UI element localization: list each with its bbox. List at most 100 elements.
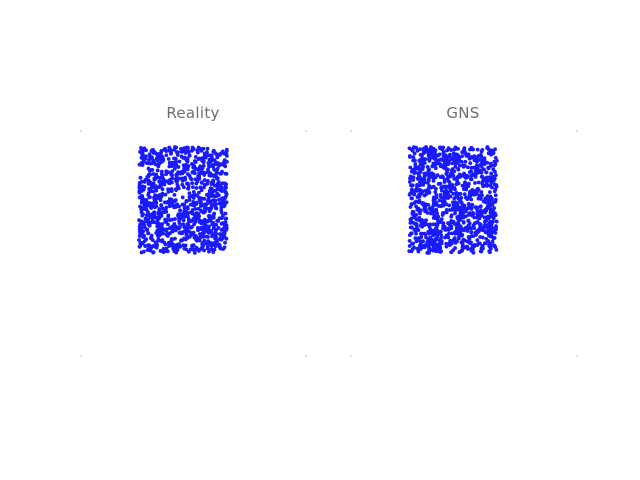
particle — [223, 240, 227, 245]
particle — [411, 167, 416, 172]
particle — [181, 243, 186, 248]
particle — [161, 246, 166, 251]
particle — [487, 199, 491, 204]
particle — [493, 187, 498, 192]
particle — [407, 249, 412, 254]
particle — [147, 153, 152, 158]
particle — [181, 222, 186, 227]
particle — [442, 178, 447, 182]
particle — [490, 226, 495, 230]
particle — [445, 170, 450, 175]
particle — [483, 241, 487, 246]
particle — [209, 247, 214, 252]
particle — [160, 191, 165, 196]
particle — [480, 235, 485, 240]
particle — [173, 217, 177, 221]
particle — [140, 149, 145, 154]
particle — [431, 155, 436, 160]
particle — [208, 213, 212, 218]
particle — [437, 198, 442, 203]
particle — [416, 249, 421, 254]
particle — [176, 170, 181, 175]
panel-title-gns: GNS — [446, 104, 480, 122]
particle — [467, 156, 472, 161]
particle — [446, 228, 451, 232]
particle — [493, 231, 498, 235]
particle — [476, 154, 481, 158]
particle — [192, 249, 197, 254]
axes-corner-marker — [576, 355, 578, 357]
particle — [175, 178, 180, 183]
particle — [418, 170, 423, 174]
particle — [176, 165, 181, 169]
particle — [443, 193, 448, 197]
particle — [492, 182, 497, 187]
particle — [197, 176, 202, 181]
particle — [433, 166, 438, 171]
particle — [160, 154, 164, 159]
particle — [466, 184, 471, 189]
particle — [424, 172, 429, 177]
particle — [141, 212, 145, 217]
particle — [165, 234, 170, 238]
particle — [177, 159, 182, 164]
particle — [199, 171, 203, 176]
particle — [160, 173, 165, 178]
particle — [409, 183, 413, 188]
particle — [417, 180, 422, 184]
particle — [224, 200, 229, 205]
particle — [217, 197, 221, 202]
particle — [148, 181, 153, 186]
particle — [174, 173, 179, 177]
particle — [192, 213, 197, 218]
particle — [140, 197, 145, 201]
particle — [423, 188, 428, 193]
particle — [144, 207, 149, 212]
particle — [154, 172, 158, 177]
particle — [164, 246, 169, 251]
particle — [437, 152, 442, 157]
particle — [490, 185, 494, 190]
particle — [210, 222, 214, 227]
particle — [486, 195, 491, 200]
particle — [224, 172, 229, 176]
particle — [152, 176, 157, 181]
particle — [146, 231, 150, 236]
particle — [216, 219, 221, 223]
particle — [200, 166, 205, 170]
particle — [466, 247, 470, 251]
particle — [143, 157, 148, 161]
particle — [214, 239, 219, 244]
particle — [207, 249, 211, 254]
particle — [416, 200, 421, 205]
particle — [446, 221, 451, 226]
particle — [143, 199, 148, 204]
particle — [168, 218, 172, 223]
particle — [212, 211, 217, 216]
particle — [155, 233, 160, 238]
particle — [191, 169, 196, 174]
particle — [438, 175, 443, 179]
particle — [448, 174, 453, 179]
particle — [216, 180, 221, 184]
particle — [493, 169, 497, 174]
particle — [184, 233, 189, 237]
particle — [213, 231, 218, 236]
particle — [147, 169, 152, 173]
particle — [200, 247, 205, 252]
particle — [431, 150, 436, 155]
particle — [218, 244, 222, 249]
particle — [223, 211, 228, 216]
particle — [199, 180, 204, 185]
particle — [166, 222, 170, 227]
particle — [462, 228, 466, 233]
particle — [431, 172, 436, 177]
particle — [479, 164, 484, 169]
particle — [438, 220, 443, 224]
particle — [471, 250, 476, 255]
particle — [446, 162, 451, 166]
particle — [439, 239, 444, 244]
particle — [469, 197, 474, 202]
particle — [156, 210, 161, 215]
particle — [418, 183, 422, 188]
